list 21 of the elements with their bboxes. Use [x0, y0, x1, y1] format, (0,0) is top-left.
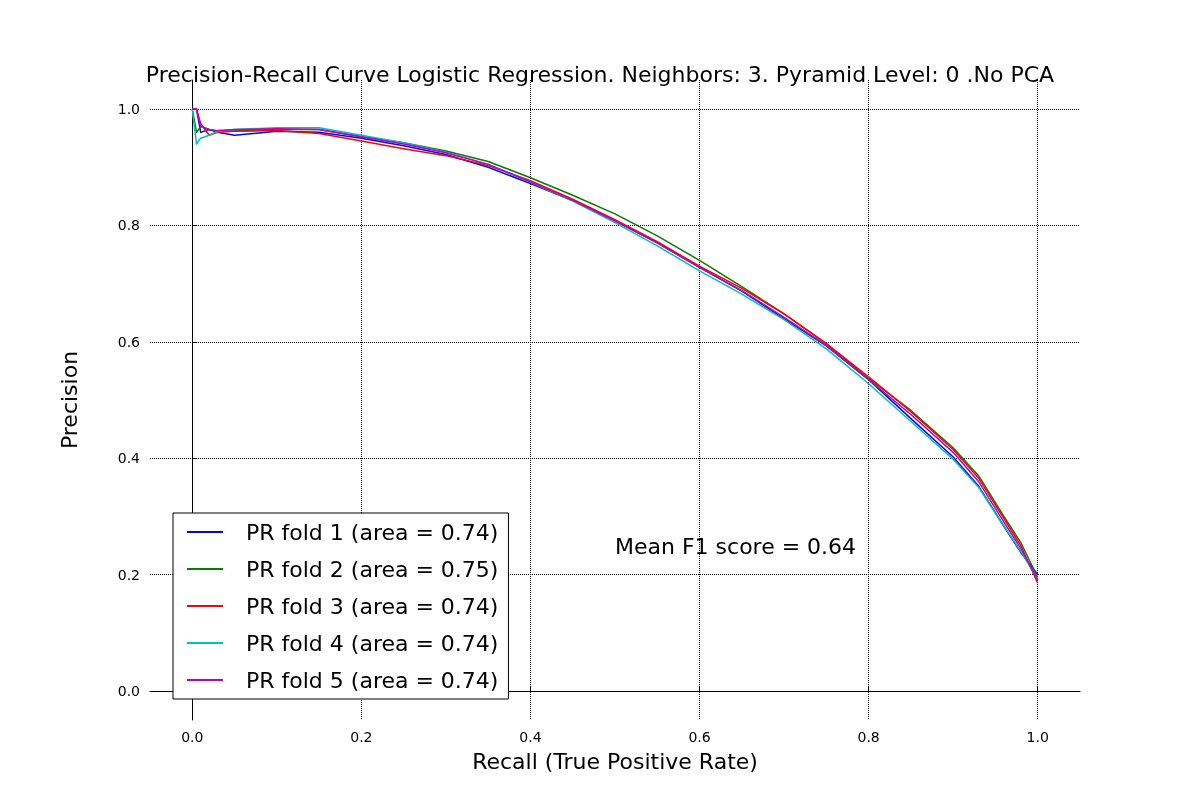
x-tick-label: 1.0 [1026, 729, 1049, 745]
x-tick-label: 0.8 [857, 729, 880, 745]
annotation: Mean F1 score = 0.64 [615, 533, 857, 559]
legend-label: PR fold 1 (area = 0.74) [246, 519, 499, 545]
y-axis-title: Precision [56, 350, 82, 450]
x-tick-label: 0.6 [688, 729, 711, 745]
y-tick-label: 0.0 [117, 682, 140, 699]
legend-label: PR fold 3 (area = 0.74) [246, 593, 499, 619]
x-tick-label: 0.0 [181, 729, 204, 745]
y-tick-label: 0.8 [117, 217, 140, 234]
chart-title: Precision-Recall Curve Logistic Regression. Neighbors: 3. Pyramid Level: 0 .No PCA [145, 61, 1055, 87]
y-tick-label: 0.2 [117, 566, 140, 583]
y-tick-label: 0.4 [117, 450, 141, 467]
x-tick-label: 0.4 [519, 729, 542, 745]
y-tick-label: 1.0 [117, 101, 140, 118]
x-axis-title: Recall (True Positive Rate) [472, 748, 758, 774]
legend-label: PR fold 4 (area = 0.74) [246, 630, 499, 656]
legend-label: PR fold 5 (area = 0.74) [246, 667, 499, 693]
y-tick-label: 0.6 [117, 333, 141, 350]
x-tick-label: 0.2 [350, 729, 373, 745]
legend-label: PR fold 2 (area = 0.75) [246, 556, 499, 582]
